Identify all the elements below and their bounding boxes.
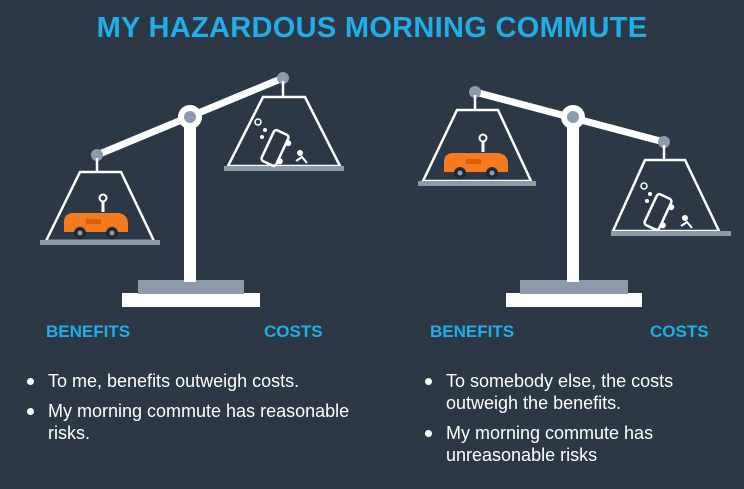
beam-end-right (658, 136, 670, 148)
beam-end-right (277, 72, 289, 84)
crashed-car-icon (254, 118, 308, 168)
costs-pan (224, 81, 344, 171)
scale-base-block (520, 280, 628, 294)
left-balance-scale (40, 72, 344, 307)
costs-pan (611, 145, 731, 236)
scale-base (122, 293, 260, 307)
left-benefits-label: BENEFITS (46, 322, 131, 341)
list-item: My morning commute has unreasonable risk… (422, 422, 722, 466)
left-costs-label: COSTS (264, 322, 323, 341)
right-benefits-label: BENEFITS (430, 322, 515, 341)
list-item: To me, benefits outweigh costs. (24, 370, 354, 392)
list-item: To somebody else, the costs outweigh the… (422, 370, 722, 414)
scale-base-block (138, 280, 244, 294)
crashed-car-icon (640, 182, 693, 232)
scale-base (506, 293, 642, 307)
left-bullet-list: To me, benefits outweigh costs. My morni… (24, 370, 354, 452)
right-balance-scale (418, 86, 731, 307)
benefits-pan (40, 158, 160, 245)
right-costs-label: COSTS (650, 322, 709, 341)
scale-post (184, 118, 196, 282)
benefits-pan (418, 95, 536, 186)
car-icon (64, 193, 128, 239)
beam-end-left (91, 149, 103, 161)
page-title: MY HAZARDOUS MORNING COMMUTE (96, 12, 648, 44)
scale-post (567, 118, 579, 282)
beam-end-left (469, 86, 481, 98)
right-bullet-list: To somebody else, the costs outweigh the… (422, 370, 722, 474)
car-icon (444, 133, 508, 179)
list-item: My morning commute has reasonable risks. (24, 400, 354, 444)
